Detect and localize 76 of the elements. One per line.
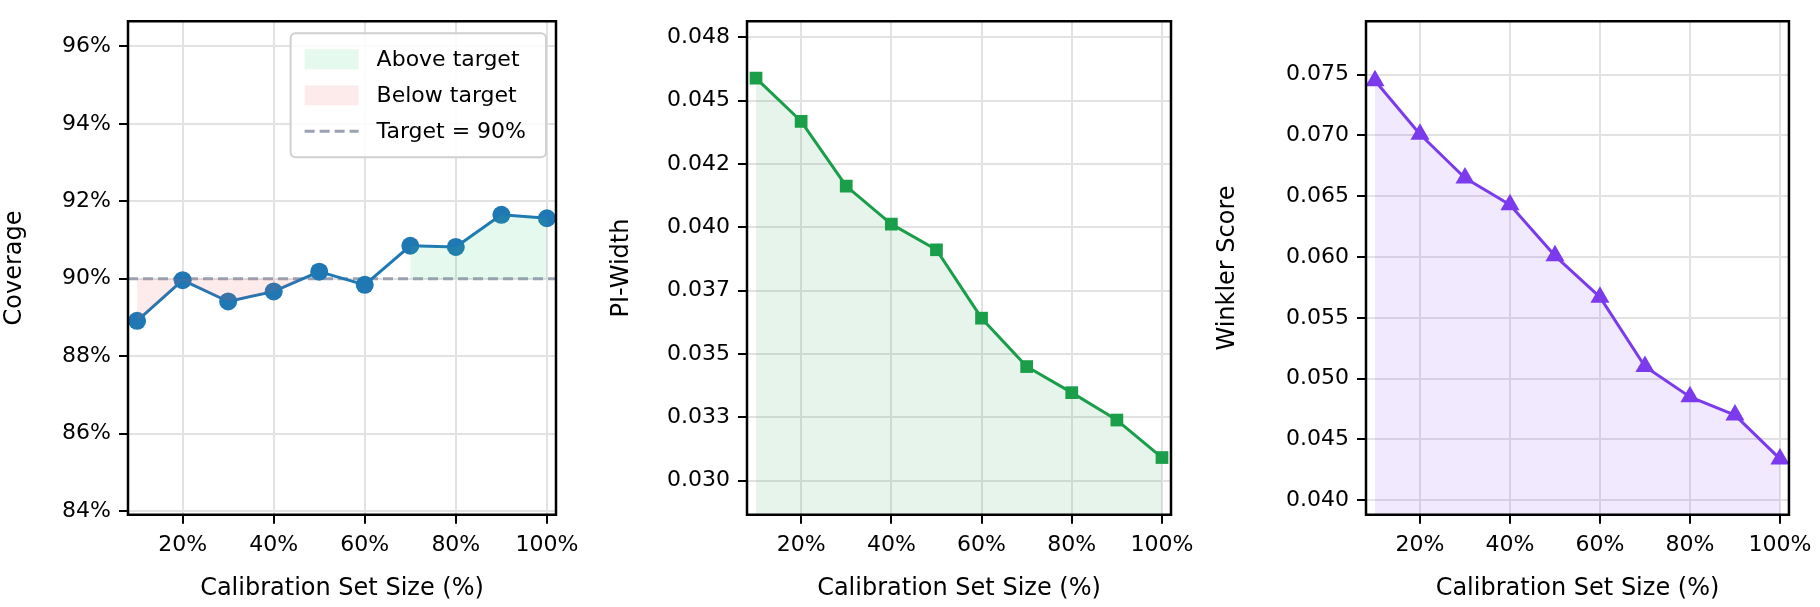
- point: [128, 311, 147, 330]
- point: [839, 179, 853, 193]
- x-tick-label: 80%: [431, 530, 481, 556]
- y-tick-label: 0.045: [1286, 425, 1349, 451]
- y-tick-label: 0.030: [667, 466, 730, 492]
- x-tick-label: 100%: [515, 530, 579, 556]
- x-axis-title: Calibration Set Size (%): [200, 572, 484, 601]
- x-tick-label: 60%: [1575, 530, 1625, 556]
- x-axis-title: Calibration Set Size (%): [817, 572, 1101, 601]
- x-axis-title: Calibration Set Size (%): [1435, 572, 1720, 601]
- y-tick-label: 0.033: [667, 402, 730, 428]
- point: [355, 275, 374, 294]
- x-tick-label: 40%: [249, 530, 299, 556]
- y-tick-label: 0.065: [1286, 181, 1349, 207]
- y-tick-label: 0.040: [667, 212, 730, 238]
- point: [1455, 167, 1475, 184]
- y-tick-label: 0.045: [667, 86, 730, 112]
- point: [492, 205, 511, 224]
- y-tick-label: 86%: [62, 419, 111, 445]
- legend-label: Below target: [376, 81, 518, 107]
- y-tick-label: 0.055: [1286, 303, 1349, 329]
- legend-label: Above target: [376, 45, 520, 71]
- point: [1410, 123, 1430, 140]
- legend-label: Target = 90%: [375, 117, 527, 143]
- y-tick-label: 96%: [62, 32, 111, 58]
- point: [1155, 451, 1169, 464]
- point: [401, 236, 420, 255]
- y-axis-title: PI-Width: [605, 218, 634, 318]
- point: [749, 71, 763, 85]
- y-tick-label: 88%: [62, 341, 111, 367]
- y-tick-label: 0.037: [667, 276, 730, 302]
- x-tick-label: 60%: [340, 530, 390, 556]
- y-tick-label: 92%: [62, 186, 111, 212]
- y-tick-label: 90%: [62, 264, 111, 290]
- y-tick-label: 0.075: [1286, 60, 1349, 86]
- point: [1635, 355, 1655, 372]
- y-tick-label: 0.040: [1286, 485, 1349, 511]
- y-tick-label: 0.050: [1286, 364, 1349, 390]
- point: [264, 282, 283, 301]
- point: [537, 209, 556, 228]
- point: [219, 292, 238, 311]
- x-tick-label: 100%: [1748, 530, 1812, 556]
- x-tick-label: 40%: [866, 530, 916, 556]
- x-tick-label: 80%: [1047, 530, 1097, 556]
- x-tick-label: 80%: [1665, 530, 1715, 556]
- y-tick-label: 0.042: [667, 149, 730, 175]
- point: [1020, 360, 1034, 373]
- y-axis-title: Coverage: [0, 210, 27, 326]
- point: [1680, 385, 1700, 403]
- x-tick-label: 40%: [1485, 530, 1535, 556]
- point: [1500, 193, 1520, 211]
- point: [794, 114, 808, 128]
- point: [1770, 447, 1789, 465]
- y-tick-label: 0.048: [667, 22, 730, 48]
- y-tick-label: 84%: [62, 496, 111, 522]
- point: [1590, 286, 1610, 303]
- point: [1065, 386, 1079, 400]
- point: [1725, 404, 1745, 421]
- x-tick-label: 100%: [1130, 530, 1194, 556]
- point: [173, 271, 192, 290]
- x-tick-label: 20%: [158, 530, 208, 556]
- point: [1545, 244, 1565, 262]
- point: [1366, 69, 1385, 87]
- point: [446, 237, 465, 256]
- y-tick-label: 94%: [62, 109, 111, 135]
- point: [975, 311, 988, 325]
- point: [884, 217, 898, 231]
- y-tick-label: 0.060: [1286, 242, 1349, 268]
- point: [310, 262, 329, 281]
- y-tick-label: 0.070: [1286, 121, 1349, 147]
- x-tick-label: 20%: [776, 530, 826, 556]
- x-tick-label: 20%: [1395, 530, 1445, 556]
- y-tick-label: 0.035: [667, 339, 730, 365]
- x-tick-label: 60%: [957, 530, 1007, 556]
- point: [930, 243, 943, 257]
- y-axis-title: Winkler Score: [1211, 185, 1240, 351]
